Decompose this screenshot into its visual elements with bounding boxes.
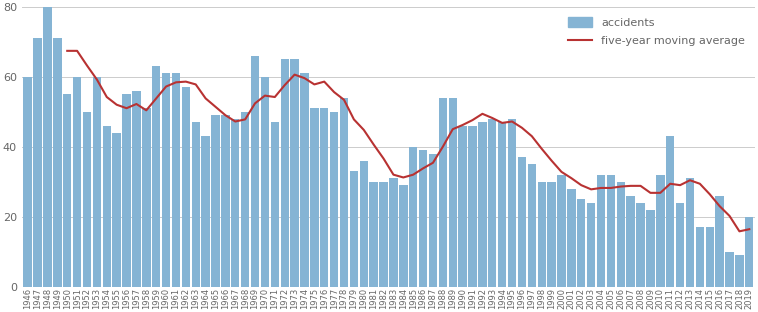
- Bar: [626, 196, 635, 287]
- Bar: [706, 227, 714, 287]
- Bar: [508, 119, 516, 287]
- Bar: [478, 122, 487, 287]
- Bar: [349, 171, 358, 287]
- Bar: [122, 94, 130, 287]
- Bar: [83, 112, 91, 287]
- Bar: [498, 122, 506, 287]
- Bar: [686, 178, 694, 287]
- Bar: [597, 175, 605, 287]
- Bar: [33, 38, 42, 287]
- Bar: [369, 182, 378, 287]
- Bar: [468, 126, 477, 287]
- Bar: [320, 108, 328, 287]
- Bar: [449, 98, 457, 287]
- Bar: [43, 7, 52, 287]
- Bar: [647, 210, 655, 287]
- Bar: [656, 175, 665, 287]
- Bar: [716, 196, 724, 287]
- Bar: [202, 136, 210, 287]
- Legend: accidents, five-year moving average: accidents, five-year moving average: [563, 12, 750, 51]
- Bar: [696, 227, 704, 287]
- Bar: [92, 77, 101, 287]
- Bar: [429, 154, 437, 287]
- Bar: [528, 164, 536, 287]
- Bar: [231, 119, 240, 287]
- Bar: [567, 189, 575, 287]
- Bar: [547, 182, 556, 287]
- Bar: [290, 59, 299, 287]
- Bar: [745, 217, 753, 287]
- Bar: [53, 38, 61, 287]
- Bar: [261, 77, 269, 287]
- Bar: [300, 73, 309, 287]
- Bar: [73, 77, 81, 287]
- Bar: [518, 157, 526, 287]
- Bar: [725, 251, 734, 287]
- Bar: [112, 133, 121, 287]
- Bar: [152, 66, 161, 287]
- Bar: [676, 202, 684, 287]
- Bar: [142, 108, 151, 287]
- Bar: [637, 202, 645, 287]
- Bar: [310, 108, 318, 287]
- Bar: [399, 185, 408, 287]
- Bar: [162, 73, 171, 287]
- Bar: [439, 98, 447, 287]
- Bar: [63, 94, 71, 287]
- Bar: [132, 91, 141, 287]
- Bar: [577, 199, 585, 287]
- Bar: [666, 136, 675, 287]
- Bar: [459, 126, 467, 287]
- Bar: [587, 202, 595, 287]
- Bar: [182, 87, 190, 287]
- Bar: [735, 255, 744, 287]
- Bar: [359, 161, 368, 287]
- Bar: [606, 175, 615, 287]
- Bar: [409, 147, 418, 287]
- Bar: [102, 126, 111, 287]
- Bar: [390, 178, 398, 287]
- Bar: [192, 122, 200, 287]
- Bar: [557, 175, 565, 287]
- Bar: [280, 59, 289, 287]
- Bar: [379, 182, 388, 287]
- Bar: [340, 98, 348, 287]
- Bar: [221, 115, 230, 287]
- Bar: [419, 150, 428, 287]
- Bar: [211, 115, 220, 287]
- Bar: [271, 122, 279, 287]
- Bar: [251, 56, 259, 287]
- Bar: [488, 119, 496, 287]
- Bar: [241, 112, 249, 287]
- Bar: [616, 182, 625, 287]
- Bar: [172, 73, 180, 287]
- Bar: [23, 77, 32, 287]
- Bar: [330, 112, 338, 287]
- Bar: [537, 182, 546, 287]
